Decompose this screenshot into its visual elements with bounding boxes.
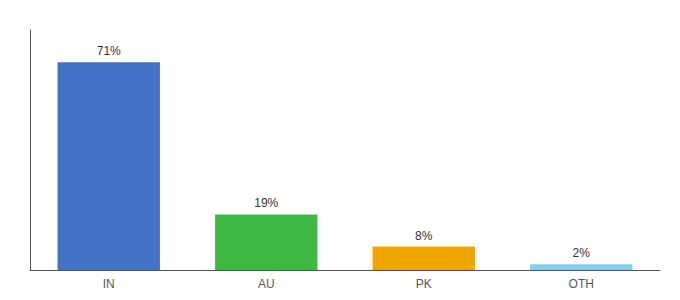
svg-text:2%: 2% (573, 246, 591, 260)
svg-text:71%: 71% (97, 44, 121, 58)
svg-text:8%: 8% (415, 229, 433, 243)
svg-text:AU: AU (258, 277, 275, 291)
svg-text:PK: PK (416, 277, 432, 291)
svg-text:19%: 19% (254, 196, 278, 210)
svg-text:IN: IN (103, 277, 115, 291)
svg-text:OTH: OTH (569, 277, 594, 291)
